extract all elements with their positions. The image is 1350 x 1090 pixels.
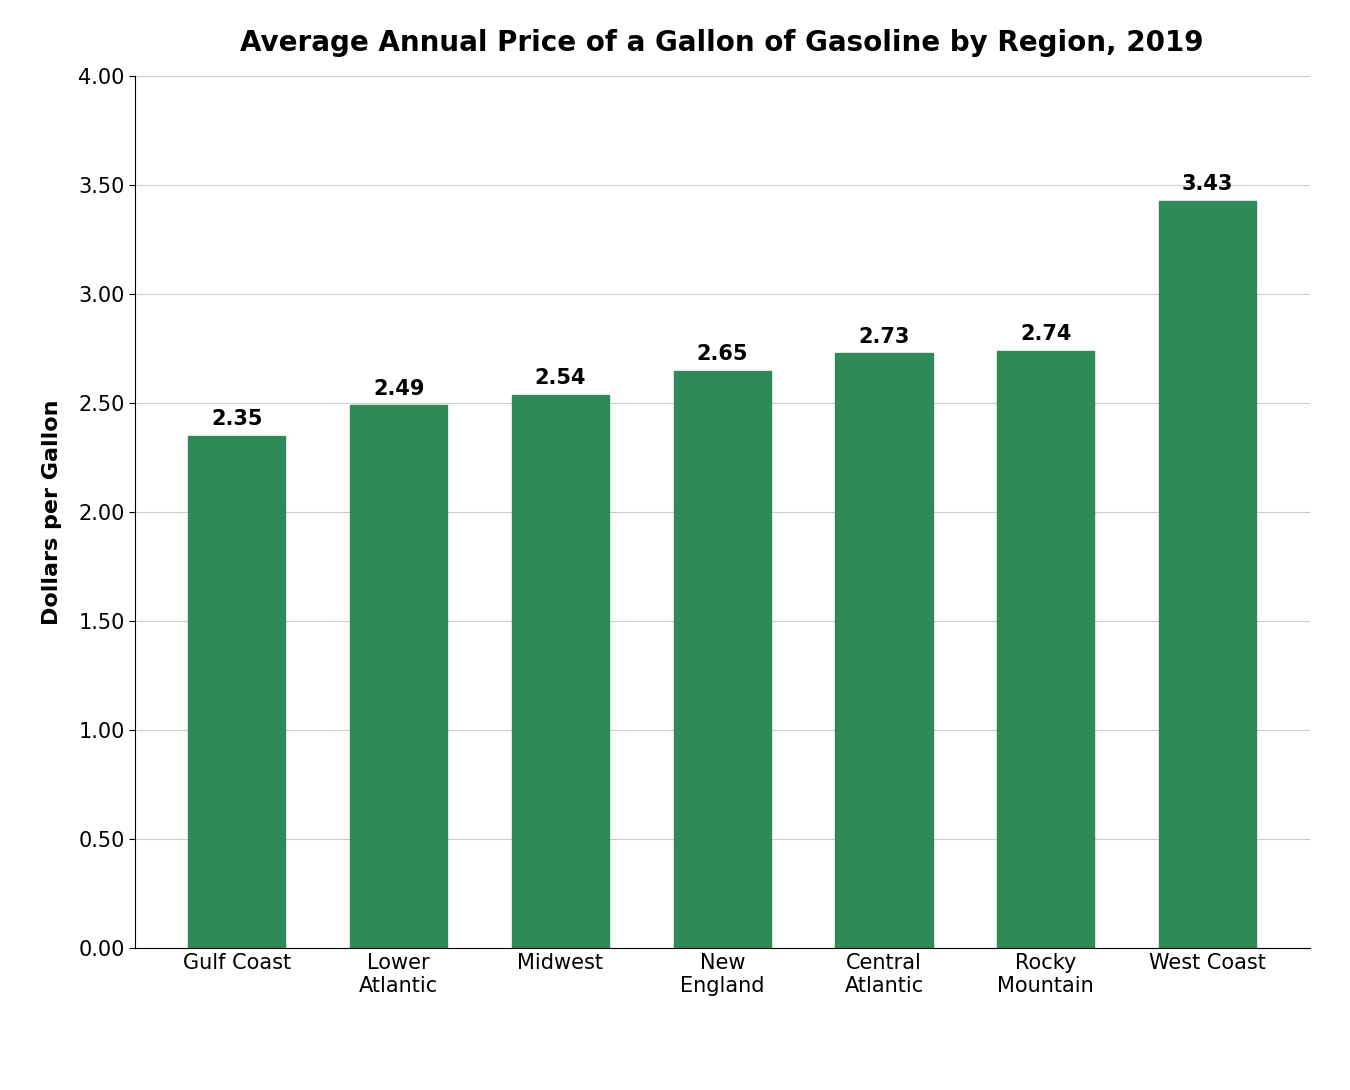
Title: Average Annual Price of a Gallon of Gasoline by Region, 2019: Average Annual Price of a Gallon of Gaso…: [240, 29, 1204, 58]
Bar: [674, 371, 771, 948]
Bar: [998, 351, 1095, 948]
Text: 2.74: 2.74: [1021, 325, 1072, 344]
Bar: [1160, 201, 1256, 948]
Text: 2.73: 2.73: [859, 327, 910, 347]
Text: 2.54: 2.54: [535, 368, 586, 388]
Text: 2.35: 2.35: [211, 410, 263, 429]
Bar: [350, 405, 447, 948]
Bar: [836, 353, 933, 948]
Text: 2.49: 2.49: [373, 379, 424, 399]
Text: 2.65: 2.65: [697, 344, 748, 364]
Bar: [512, 395, 609, 948]
Y-axis label: Dollars per Gallon: Dollars per Gallon: [42, 400, 62, 625]
Bar: [189, 436, 285, 948]
Text: 3.43: 3.43: [1181, 174, 1234, 194]
